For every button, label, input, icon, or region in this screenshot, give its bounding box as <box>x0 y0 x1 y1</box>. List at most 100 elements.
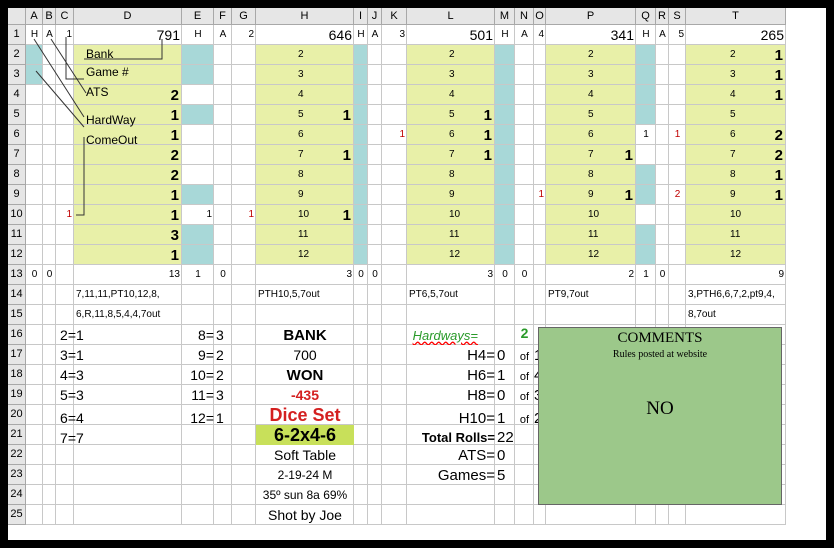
cell-o9[interactable] <box>534 185 546 205</box>
cell-r1[interactable] <box>656 25 669 45</box>
cell-c7[interactable] <box>56 145 74 165</box>
cell-g10[interactable] <box>232 205 256 225</box>
cell-n14[interactable] <box>515 285 534 305</box>
cell-q5[interactable] <box>636 105 656 125</box>
column-header-o[interactable]: O <box>534 8 546 25</box>
cell-e12[interactable] <box>182 245 214 265</box>
cell-t10[interactable] <box>686 205 786 225</box>
cell-b4[interactable] <box>43 85 56 105</box>
cell-n8[interactable] <box>515 165 534 185</box>
row-header-14[interactable]: 14 <box>8 285 26 305</box>
cell-a4[interactable] <box>26 85 43 105</box>
cell-n20[interactable] <box>515 405 534 425</box>
column-header-l[interactable]: L <box>407 8 495 25</box>
cell-k7[interactable] <box>382 145 407 165</box>
cell-j13[interactable] <box>368 265 382 285</box>
cell-c12[interactable] <box>56 245 74 265</box>
column-header-s[interactable]: S <box>669 8 686 25</box>
row-header-8[interactable]: 8 <box>8 165 26 185</box>
cell-i8[interactable] <box>354 165 368 185</box>
cell-l20[interactable] <box>407 405 495 425</box>
cell-g15[interactable] <box>232 305 256 325</box>
cell-m14[interactable] <box>495 285 515 305</box>
cell-c13[interactable] <box>56 265 74 285</box>
cell-a15[interactable] <box>26 305 43 325</box>
row-header-13[interactable]: 13 <box>8 265 26 285</box>
cell-s25[interactable] <box>669 505 686 525</box>
row-header-19[interactable]: 19 <box>8 385 26 405</box>
cell-g22[interactable] <box>232 445 256 465</box>
cell-k12[interactable] <box>382 245 407 265</box>
cell-i11[interactable] <box>354 225 368 245</box>
row-header-11[interactable]: 11 <box>8 225 26 245</box>
cell-e17[interactable] <box>182 345 214 365</box>
cell-b22[interactable] <box>43 445 56 465</box>
cell-m16[interactable] <box>495 325 515 345</box>
cell-m11[interactable] <box>495 225 515 245</box>
cell-d6[interactable] <box>74 125 182 145</box>
cell-f2[interactable] <box>214 45 232 65</box>
cell-r8[interactable] <box>656 165 669 185</box>
cell-m4[interactable] <box>495 85 515 105</box>
cell-e22[interactable] <box>182 445 214 465</box>
cell-d15[interactable] <box>74 305 182 325</box>
cell-s10[interactable] <box>669 205 686 225</box>
cell-l17[interactable] <box>407 345 495 365</box>
row-header-22[interactable]: 22 <box>8 445 26 465</box>
row-header-3[interactable]: 3 <box>8 65 26 85</box>
cell-b2[interactable] <box>43 45 56 65</box>
cell-f4[interactable] <box>214 85 232 105</box>
cell-h12[interactable] <box>256 245 354 265</box>
cell-b18[interactable] <box>43 365 56 385</box>
cell-i24[interactable] <box>354 485 368 505</box>
cell-o15[interactable] <box>534 305 546 325</box>
cell-d10[interactable] <box>74 205 182 225</box>
cell-l24[interactable] <box>407 485 495 505</box>
row-header-23[interactable]: 23 <box>8 465 26 485</box>
cell-s12[interactable] <box>669 245 686 265</box>
cell-k19[interactable] <box>382 385 407 405</box>
cell-d25[interactable] <box>74 505 182 525</box>
cell-q9[interactable] <box>636 185 656 205</box>
cell-p25[interactable] <box>546 505 636 525</box>
cell-k4[interactable] <box>382 85 407 105</box>
cell-p13[interactable] <box>546 265 636 285</box>
cell-a19[interactable] <box>26 385 43 405</box>
cell-h16[interactable] <box>256 325 354 345</box>
cell-c19[interactable] <box>56 385 74 405</box>
cell-f14[interactable] <box>214 285 232 305</box>
cell-h2[interactable] <box>256 45 354 65</box>
cell-q14[interactable] <box>636 285 656 305</box>
cell-r12[interactable] <box>656 245 669 265</box>
cell-o25[interactable] <box>534 505 546 525</box>
cell-c6[interactable] <box>56 125 74 145</box>
row-header-18[interactable]: 18 <box>8 365 26 385</box>
cell-r2[interactable] <box>656 45 669 65</box>
cell-n15[interactable] <box>515 305 534 325</box>
cell-n4[interactable] <box>515 85 534 105</box>
cell-m25[interactable] <box>495 505 515 525</box>
cell-l10[interactable] <box>407 205 495 225</box>
cell-e10[interactable] <box>182 205 214 225</box>
cell-e7[interactable] <box>182 145 214 165</box>
cell-o6[interactable] <box>534 125 546 145</box>
cell-f17[interactable] <box>214 345 232 365</box>
cell-h4[interactable] <box>256 85 354 105</box>
cell-f13[interactable] <box>214 265 232 285</box>
cell-d1[interactable] <box>74 25 182 45</box>
cell-n17[interactable] <box>515 345 534 365</box>
cell-m21[interactable] <box>495 425 515 445</box>
cell-q7[interactable] <box>636 145 656 165</box>
cell-s5[interactable] <box>669 105 686 125</box>
cell-f11[interactable] <box>214 225 232 245</box>
cell-l15[interactable] <box>407 305 495 325</box>
cell-j23[interactable] <box>368 465 382 485</box>
cell-c16[interactable] <box>56 325 74 345</box>
cell-k15[interactable] <box>382 305 407 325</box>
cell-b17[interactable] <box>43 345 56 365</box>
cell-j5[interactable] <box>368 105 382 125</box>
cell-e16[interactable] <box>182 325 214 345</box>
cell-c14[interactable] <box>56 285 74 305</box>
cell-b5[interactable] <box>43 105 56 125</box>
cell-h1[interactable] <box>256 25 354 45</box>
